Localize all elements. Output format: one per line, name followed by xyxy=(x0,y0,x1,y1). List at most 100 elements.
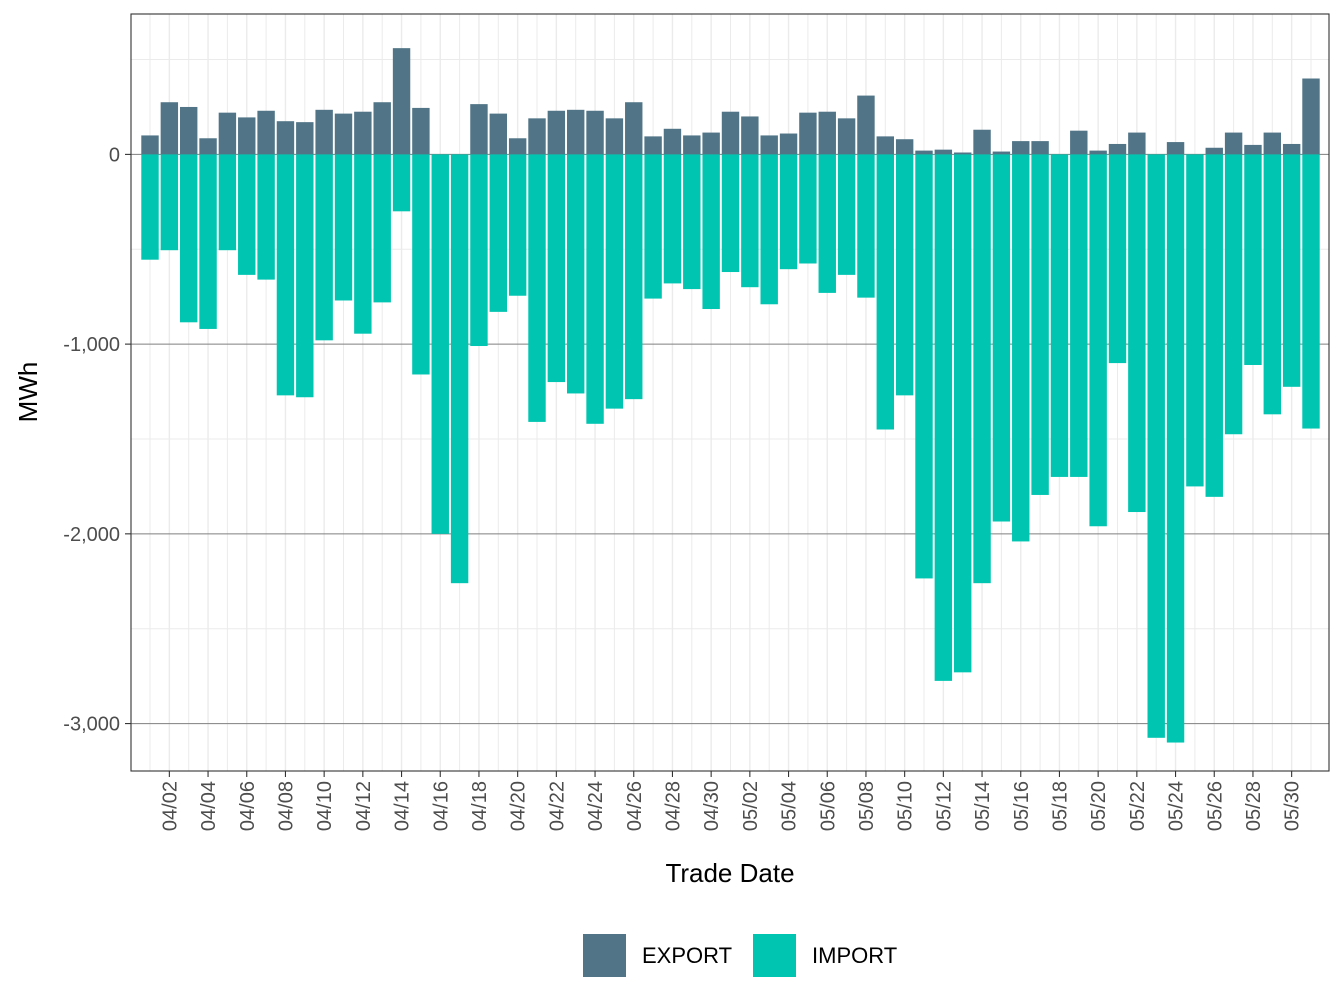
bar-export-04-07 xyxy=(257,110,275,155)
bar-import-05-25 xyxy=(1186,154,1204,487)
x-axis: 04/02 04/04 04/06 04/08 04/10 04/12 04/14 04/16… xyxy=(159,771,1304,831)
bar-import-05-28 xyxy=(1244,154,1262,365)
bar-import-04-12 xyxy=(354,154,372,334)
bar-import-04-18 xyxy=(470,154,488,347)
bar-import-04-06 xyxy=(238,154,256,275)
bar-import-05-22 xyxy=(1128,154,1146,513)
bar-export-05-01 xyxy=(721,111,740,155)
x-tick-label: 04/22 xyxy=(546,781,568,831)
bar-import-05-29 xyxy=(1263,154,1282,415)
bar-export-04-09 xyxy=(296,122,314,155)
bar-export-05-04 xyxy=(779,133,798,155)
bar-import-05-09 xyxy=(876,154,895,430)
bar-import-04-16 xyxy=(431,154,449,534)
bar-export-04-02 xyxy=(160,102,179,155)
bar-export-05-30 xyxy=(1282,143,1301,155)
bar-export-04-25 xyxy=(605,118,624,155)
bar-export-05-28 xyxy=(1244,144,1262,155)
bar-import-05-23 xyxy=(1147,154,1165,738)
bar-export-05-10 xyxy=(895,139,914,155)
bar-import-04-02 xyxy=(160,154,179,251)
bar-import-04-08 xyxy=(276,154,295,396)
bar-export-04-01 xyxy=(141,135,159,155)
bar-import-04-23 xyxy=(566,154,585,394)
bar-export-04-23 xyxy=(566,109,585,155)
legend-label-export: EXPORT xyxy=(642,943,732,968)
bar-export-05-07 xyxy=(837,118,856,155)
bar-import-04-11 xyxy=(334,154,353,301)
bar-import-05-07 xyxy=(837,154,856,275)
bar-import-05-13 xyxy=(953,154,972,673)
x-tick-label: 05/02 xyxy=(740,781,762,831)
bar-import-05-14 xyxy=(973,154,991,584)
x-tick-label: 05/26 xyxy=(1204,781,1226,831)
legend-key-import xyxy=(753,934,796,977)
bar-import-04-01 xyxy=(141,154,159,260)
y-tick-label: -1,000 xyxy=(63,334,120,356)
bar-export-05-13 xyxy=(953,152,972,155)
bar-export-04-18 xyxy=(470,104,488,155)
x-tick-label: 04/28 xyxy=(662,781,684,831)
y-tick-label: -2,000 xyxy=(63,524,120,546)
bar-import-05-17 xyxy=(1031,154,1049,495)
x-tick-label: 04/12 xyxy=(353,781,375,831)
bars xyxy=(141,48,1320,743)
bar-export-04-13 xyxy=(373,102,391,155)
x-tick-label: 05/28 xyxy=(1243,781,1265,831)
bar-export-05-17 xyxy=(1031,141,1049,155)
bar-export-04-27 xyxy=(644,136,662,155)
y-axis-title: MWh xyxy=(13,362,43,423)
bar-export-05-11 xyxy=(915,150,933,155)
x-tick-label: 05/12 xyxy=(933,781,955,831)
x-tick-label: 04/26 xyxy=(624,781,646,831)
bar-export-04-28 xyxy=(663,128,682,155)
bar-import-04-21 xyxy=(528,154,546,422)
x-tick-label: 05/10 xyxy=(895,781,917,831)
bar-import-04-05 xyxy=(218,154,237,251)
y-axis: 0 -1,000 -2,000 -3,000 xyxy=(63,144,131,736)
bar-export-05-05 xyxy=(799,112,817,155)
x-tick-label: 05/22 xyxy=(1127,781,1149,831)
bar-export-04-20 xyxy=(508,138,527,155)
bar-import-04-28 xyxy=(663,154,682,284)
bar-export-04-15 xyxy=(412,107,430,155)
bar-import-05-02 xyxy=(741,154,759,288)
bar-export-05-14 xyxy=(973,129,991,155)
x-tick-label: 04/16 xyxy=(430,781,452,831)
bar-import-04-03 xyxy=(179,154,198,323)
x-tick-label: 04/06 xyxy=(237,781,259,831)
bar-import-04-10 xyxy=(315,154,333,341)
bar-import-05-06 xyxy=(818,154,836,293)
x-tick-label: 05/14 xyxy=(972,781,994,831)
bar-export-04-19 xyxy=(489,113,508,155)
bar-export-04-04 xyxy=(199,138,217,155)
y-tick-label: 0 xyxy=(109,144,120,166)
bar-export-04-10 xyxy=(315,109,333,155)
bar-import-04-25 xyxy=(605,154,624,409)
legend-label-import: IMPORT xyxy=(812,943,897,968)
bar-import-04-17 xyxy=(450,154,469,584)
x-tick-label: 05/20 xyxy=(1088,781,1110,831)
bar-import-05-21 xyxy=(1108,154,1127,364)
bar-import-05-30 xyxy=(1282,154,1301,387)
x-tick-label: 04/14 xyxy=(392,781,414,831)
bar-export-05-06 xyxy=(818,111,836,155)
x-tick-label: 05/18 xyxy=(1049,781,1071,831)
bar-import-04-20 xyxy=(508,154,527,296)
bar-export-05-12 xyxy=(934,149,953,155)
bar-export-04-03 xyxy=(179,106,198,155)
bar-export-04-24 xyxy=(586,110,604,155)
y-tick-label: -3,000 xyxy=(63,714,120,736)
bar-import-05-26 xyxy=(1205,154,1223,497)
bar-export-04-30 xyxy=(702,132,720,155)
bar-import-04-14 xyxy=(392,154,411,212)
bar-export-05-09 xyxy=(876,136,895,155)
x-tick-label: 04/02 xyxy=(159,781,181,831)
bar-import-05-20 xyxy=(1089,154,1107,527)
bar-import-04-04 xyxy=(199,154,217,329)
bar-export-05-16 xyxy=(1012,141,1030,155)
bar-import-05-11 xyxy=(915,154,933,579)
x-tick-label: 04/08 xyxy=(275,781,297,831)
bar-export-05-15 xyxy=(992,151,1011,155)
bar-import-04-22 xyxy=(547,154,566,383)
